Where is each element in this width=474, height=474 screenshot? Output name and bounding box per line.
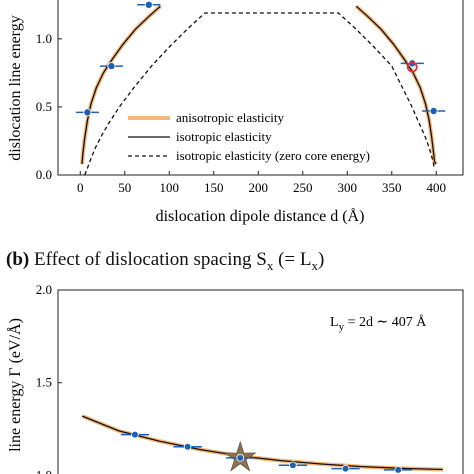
panel-a-y-axis-label: dislocation line energy [7, 15, 24, 160]
legend-label-anisotropic: anisotropic elasticity [176, 110, 284, 125]
data-point-4 [429, 107, 438, 116]
data-point-2 [236, 454, 245, 462]
x-tick-label-1: 50 [118, 180, 131, 195]
x-tick-label-8: 400 [427, 180, 447, 195]
panel-a-y-ticks: 0.0 0.5 1.0 [36, 31, 62, 182]
x-tick-label-2: 100 [160, 180, 180, 195]
data-point-4 [341, 464, 350, 473]
panel-a-x-ticks: 0 50 100 150 200 250 300 350 400 [77, 171, 446, 195]
annotation-main: L [330, 315, 339, 330]
panel-a-chart: 0 50 100 150 200 250 300 350 400 0.0 0.5 1.0 dislo… [7, 0, 464, 225]
x-tick-label-0: 0 [77, 180, 84, 195]
panel-b-annotation: Ly = 2d ∼ 407 Å [330, 314, 427, 333]
x-tick-label-5: 250 [293, 180, 313, 195]
panel-b-heading-tail: (= L [273, 249, 312, 270]
legend-label-isotropic: isotropic elasticity [176, 129, 272, 144]
series-1-line [82, 415, 443, 471]
panel-b-curves [81, 414, 443, 472]
y-tick-label-1: 1.5 [36, 375, 52, 390]
panel-b-heading: Effect of dislocation spacing S [33, 249, 267, 270]
panel-b-heading-close: ) [318, 249, 325, 270]
panel-b-heading-sub: x [266, 257, 274, 273]
data-point-1 [183, 442, 192, 451]
data-point-0 [131, 430, 139, 439]
y-tick-label-2: 1.0 [36, 31, 52, 46]
y-tick-label-1: 0.5 [36, 99, 52, 114]
highlight-point-0 [406, 61, 418, 73]
series-2-line-0 [84, 12, 436, 176]
panel-b-tag: (b) [6, 249, 30, 270]
data-point-2 [144, 0, 153, 9]
panel-a-points [75, 0, 446, 117]
panel-a-curves [80, 4, 438, 176]
panel-b-y-ticks: 1.0 1.5 2.0 [36, 282, 62, 474]
x-tick-label-7: 350 [382, 180, 402, 195]
panel-b-frame [57, 289, 464, 474]
x-tick-label-3: 150 [204, 180, 224, 195]
legend-label-zero-core: isotropic elasticity (zero core energy) [176, 148, 370, 163]
panel-b-points [120, 430, 413, 474]
panel-a-legend: anisotropic elasticity isotropic elastic… [128, 110, 370, 163]
panel-b-y-axis-label: line energy Γ (eV/Å) [6, 318, 24, 452]
data-point-1 [107, 62, 116, 71]
annotation-tail: = 2d ∼ 407 Å [344, 314, 427, 330]
series-0-line-0 [80, 4, 162, 165]
panel-b-title: (b) Effect of dislocation spacing Sx (= … [6, 249, 324, 274]
panel-b-heading-tail-sub: x [311, 257, 319, 273]
panel-a-x-axis-label: dislocation dipole distance d (Å) [156, 207, 365, 225]
annotation-subscript: y [339, 321, 345, 333]
y-tick-label-0: 1.0 [36, 467, 52, 474]
panel-a-frame [57, 0, 464, 176]
series-0-line-1 [354, 4, 438, 166]
y-tick-label-2: 2.0 [36, 282, 52, 297]
x-tick-label-6: 300 [338, 180, 358, 195]
y-tick-label-0: 0.0 [36, 167, 52, 182]
x-tick-label-4: 200 [249, 180, 269, 195]
data-point-3 [289, 461, 297, 470]
data-point-0 [83, 108, 92, 117]
data-point-5 [394, 466, 403, 474]
series-1-line-1 [355, 5, 437, 165]
series-1-line-0 [81, 5, 161, 165]
series-0-line [81, 414, 443, 472]
panel-b-chart: 1.0 1.5 2.0 line energy Γ (eV/Å) Ly = 2d ∼… [6, 282, 464, 474]
